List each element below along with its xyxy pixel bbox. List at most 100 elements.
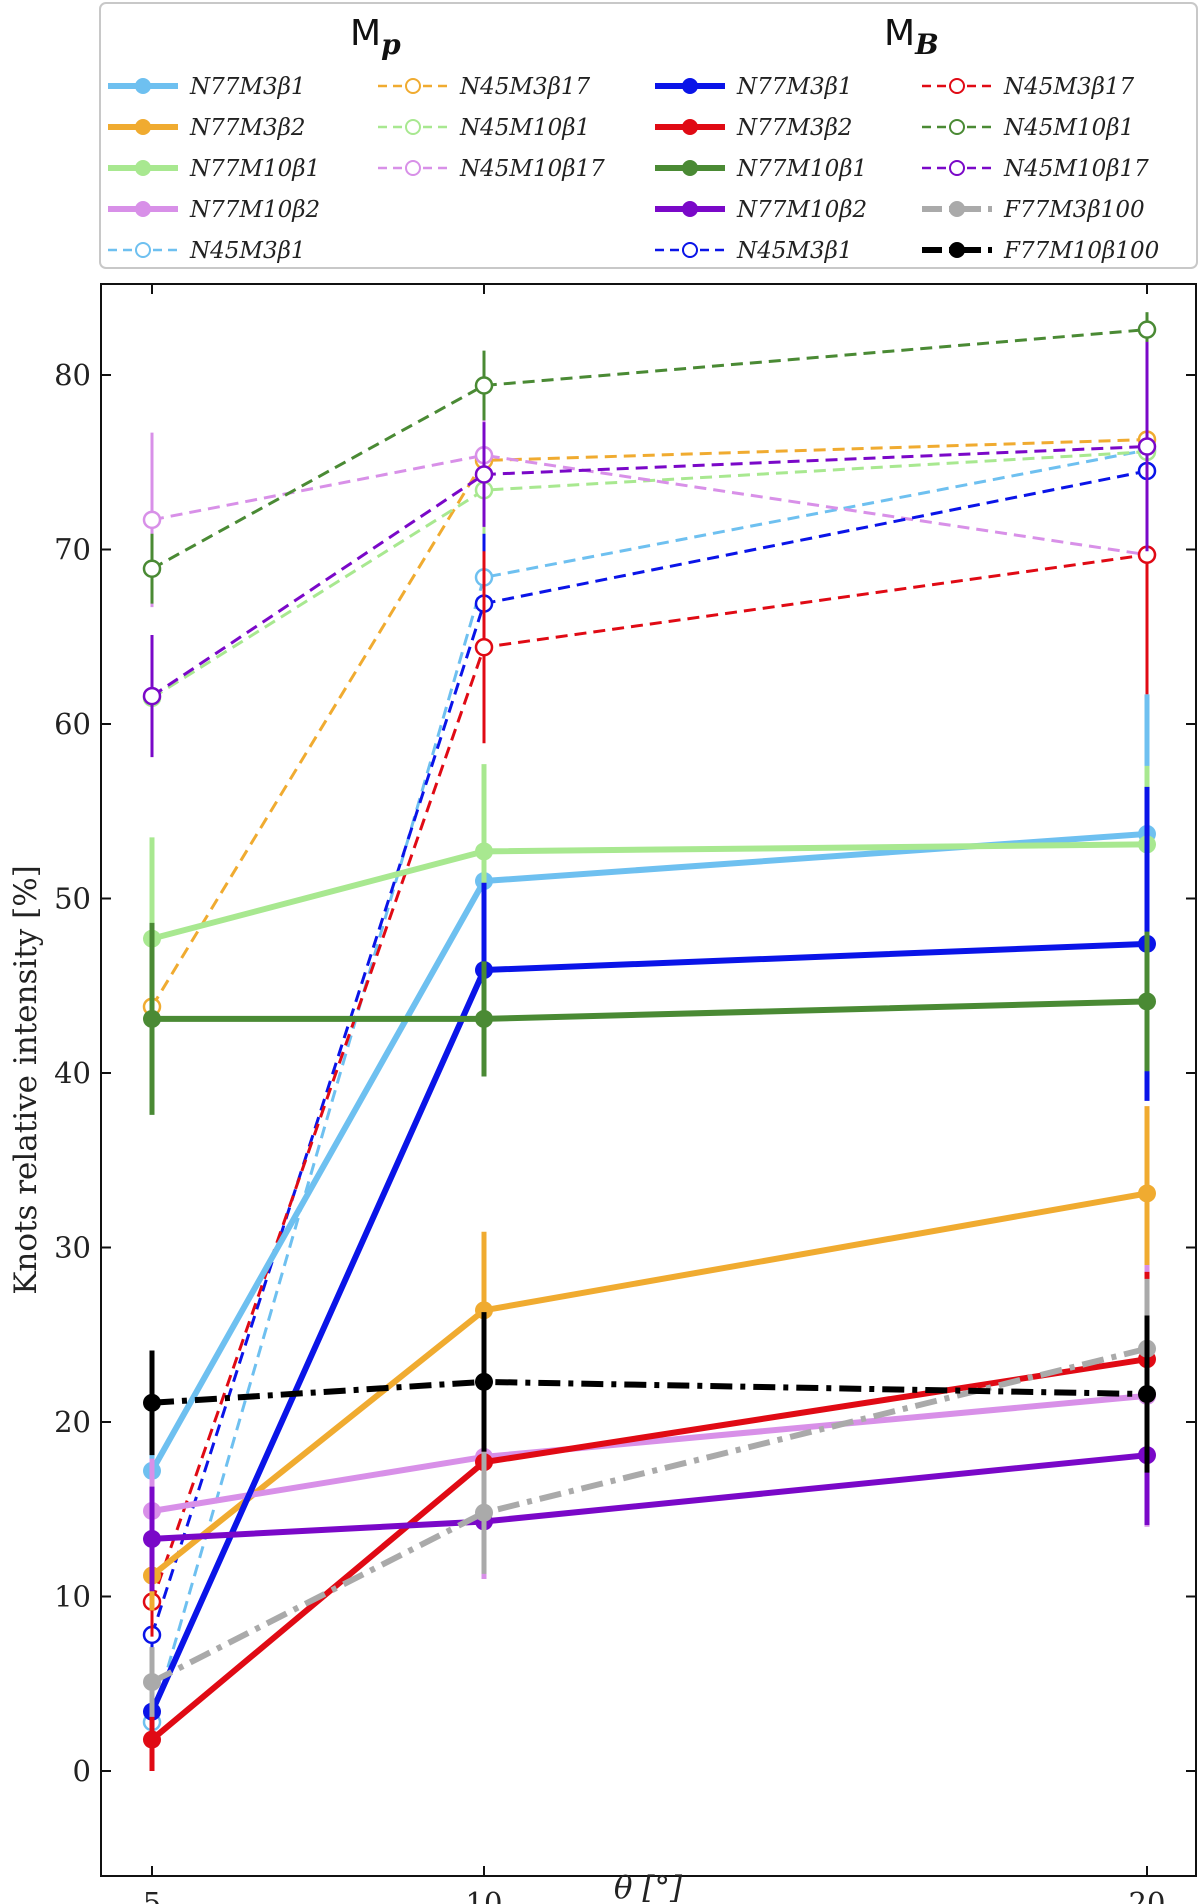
- y-tick-label: 50: [54, 882, 91, 916]
- legend-entry: N77M3β2: [655, 115, 853, 141]
- data-point: [474, 376, 494, 395]
- series-mb-n45m3-1: [142, 340, 1157, 1679]
- series-mb-n77m3-1: [143, 786, 1156, 1747]
- legend-label: N77M3β2: [736, 115, 853, 141]
- legend-marker: [949, 160, 965, 176]
- series-line: [150, 553, 1148, 1603]
- legend-marker: [135, 201, 151, 217]
- legend-marker: [682, 119, 698, 135]
- legend-label: N45M3β1: [189, 238, 306, 264]
- legend-marker: [405, 119, 421, 135]
- legend-marker: [949, 201, 965, 217]
- legend-label: F77M3β100: [1003, 197, 1145, 223]
- series-line: [151, 445, 1148, 698]
- series-mb-n77m3-2: [143, 1271, 1156, 1771]
- legend-group-title-mb: MB: [884, 13, 939, 61]
- legend-entry: N77M10β1: [108, 156, 320, 182]
- data-point: [475, 1503, 493, 1522]
- legend-marker: [682, 201, 698, 217]
- legend-label: N77M10β2: [736, 197, 867, 223]
- data-point: [142, 559, 162, 578]
- legend-marker: [682, 160, 698, 176]
- y-tick-label: 70: [54, 533, 91, 567]
- y-tick-label: 10: [54, 1580, 91, 1614]
- legend-entry: N45M3β17: [378, 74, 591, 100]
- legend-label: N45M10β17: [1003, 156, 1149, 182]
- series-line: [151, 841, 1148, 942]
- legend-marker: [405, 160, 421, 176]
- series-mp-n77m3-2: [143, 1106, 1156, 1611]
- legend-entry: N45M3β1: [655, 238, 853, 264]
- series-mb-f77m10-100: [143, 1312, 1156, 1473]
- plot-frame: [100, 283, 1197, 1877]
- legend-label: F77M10β100: [1003, 238, 1159, 264]
- series-mb-n77m10-1: [143, 922, 1156, 1115]
- y-tick-label: 80: [54, 358, 91, 392]
- series-line: [149, 940, 1148, 1713]
- data-point: [143, 1009, 161, 1028]
- legend-group-title-mp: Mp: [350, 13, 401, 61]
- legend-label: N77M3β1: [189, 74, 306, 100]
- data-point: [474, 637, 494, 657]
- series-line: [151, 1452, 1148, 1542]
- series-mp-n45m10-17: [142, 411, 1157, 608]
- series-line: [150, 438, 1148, 1008]
- data-point: [1138, 1385, 1156, 1404]
- legend-entry: F77M10β100: [922, 238, 1159, 264]
- legend-label: N77M3β1: [736, 74, 853, 100]
- legend-entry: N77M10β2: [655, 197, 867, 223]
- y-axis-label: Knots relative intensity [%]: [8, 865, 44, 1295]
- legend: Mp MB N77M3β1 N45M3β17 N77M3β2 N45M10β1 N77M…: [99, 2, 1198, 269]
- legend-entry: N45M10β17: [922, 156, 1149, 182]
- legend-frame: [99, 2, 1198, 269]
- series-line: [150, 469, 1148, 1636]
- y-tick-label: 60: [54, 707, 91, 741]
- series-line: [150, 1345, 1148, 1685]
- legend-marker: [135, 160, 151, 176]
- series-mp-n45m10-1: [142, 399, 1157, 733]
- legend-label: N77M10β1: [189, 156, 320, 182]
- series-line: [152, 998, 1148, 1022]
- series-mb-n45m10-17: [142, 341, 1157, 758]
- series-line: [151, 328, 1148, 571]
- data-point: [475, 1372, 493, 1391]
- legend-label: N77M3β2: [189, 115, 306, 141]
- x-tick-label: 20: [1129, 1886, 1166, 1904]
- data-point: [143, 1529, 161, 1548]
- legend-marker: [949, 242, 965, 258]
- legend-label: N45M3β1: [736, 238, 853, 264]
- data-point: [143, 1393, 161, 1412]
- x-tick-label: 5: [143, 1886, 161, 1904]
- legend-marker: [135, 242, 151, 258]
- legend-label: N77M10β2: [189, 197, 320, 223]
- series-line: [150, 448, 1148, 1723]
- series-mp-n45m3-17: [142, 387, 1157, 1060]
- legend-label: N45M10β1: [1003, 115, 1134, 141]
- series-line: [151, 453, 1148, 557]
- legend-entry: N45M3β17: [922, 74, 1135, 100]
- legend-marker: [949, 119, 965, 135]
- y-tick-label: 30: [54, 1231, 91, 1265]
- data-point: [143, 1673, 161, 1692]
- legend-marker: [135, 78, 151, 94]
- legend-marker: [682, 78, 698, 94]
- legend-label: N45M10β1: [459, 115, 590, 141]
- legend-label: N45M3β17: [459, 74, 591, 100]
- legend-label: N45M10β17: [459, 156, 605, 182]
- legend-marker: [405, 78, 421, 94]
- legend-entry: N77M10β1: [655, 156, 867, 182]
- x-tick-label: 10: [466, 1886, 503, 1904]
- legend-marker: [135, 119, 151, 135]
- data-point: [475, 1301, 493, 1320]
- legend-marker: [949, 78, 965, 94]
- series-mb-f77m3-100: [143, 1278, 1156, 1717]
- legend-label: N77M10β1: [736, 156, 867, 182]
- series-mb-n45m10-1: [142, 312, 1157, 604]
- series-mp-n77m10-1: [143, 764, 1156, 1040]
- plot-area: 0 10 20 30 40 50 60 70 80 5 10 20: [54, 283, 1197, 1904]
- legend-entry: N45M10β1: [922, 115, 1134, 141]
- y-tick-label: 40: [54, 1056, 91, 1090]
- legend-entry: N77M3β1: [108, 74, 306, 100]
- data-point: [1138, 992, 1156, 1011]
